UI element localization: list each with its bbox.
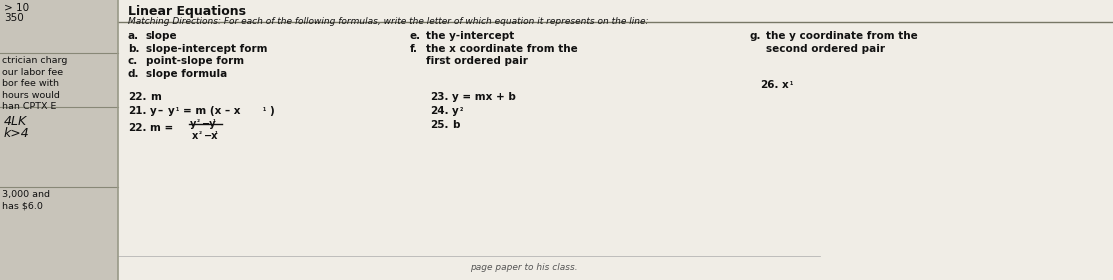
Text: y: y xyxy=(190,119,196,129)
Text: a.: a. xyxy=(128,31,139,41)
Text: y = mx + b: y = mx + b xyxy=(452,92,515,102)
Text: 4LK: 4LK xyxy=(4,115,27,128)
Text: slope: slope xyxy=(146,31,178,41)
Text: 26.: 26. xyxy=(760,80,778,90)
Text: 350: 350 xyxy=(4,13,23,23)
Text: ₁: ₁ xyxy=(213,117,216,123)
Text: our labor fee: our labor fee xyxy=(2,67,63,76)
Bar xyxy=(0,0,118,280)
Text: 22.: 22. xyxy=(128,123,147,133)
Text: slope formula: slope formula xyxy=(146,69,227,78)
Text: ₁: ₁ xyxy=(176,104,179,113)
Text: m =: m = xyxy=(150,123,174,133)
Text: ₂: ₂ xyxy=(197,117,200,123)
Text: the x coordinate from the: the x coordinate from the xyxy=(426,43,578,53)
Text: y: y xyxy=(452,106,459,116)
Text: 25.: 25. xyxy=(430,120,449,130)
Text: e.: e. xyxy=(410,31,421,41)
Text: 22.: 22. xyxy=(128,92,147,102)
Text: d.: d. xyxy=(128,69,139,78)
Text: x: x xyxy=(782,80,789,90)
Text: Linear Equations: Linear Equations xyxy=(128,5,246,18)
Text: m: m xyxy=(150,92,161,102)
Text: c.: c. xyxy=(128,56,138,66)
Text: f.: f. xyxy=(410,43,418,53)
Text: the y-intercept: the y-intercept xyxy=(426,31,514,41)
Text: −x: −x xyxy=(204,131,218,141)
Text: bor fee with: bor fee with xyxy=(2,79,59,88)
Text: ctrician charg: ctrician charg xyxy=(2,56,68,65)
Text: b: b xyxy=(452,120,460,130)
Text: x: x xyxy=(193,131,198,141)
Text: > 10: > 10 xyxy=(4,3,29,13)
Text: 3,000 and: 3,000 and xyxy=(2,190,50,199)
Text: y: y xyxy=(168,106,175,116)
Text: has $6.0: has $6.0 xyxy=(2,201,43,210)
Text: the y coordinate from the: the y coordinate from the xyxy=(766,31,918,41)
Text: hours would: hours would xyxy=(2,90,60,99)
Text: ₁: ₁ xyxy=(215,129,218,135)
Text: slope-intercept form: slope-intercept form xyxy=(146,43,267,53)
Text: k>4: k>4 xyxy=(4,127,30,140)
Text: 24.: 24. xyxy=(430,106,449,116)
Text: first ordered pair: first ordered pair xyxy=(426,56,528,66)
Text: Matching Directions: For each of the following formulas, write the letter of whi: Matching Directions: For each of the fol… xyxy=(128,17,649,26)
Text: 21.: 21. xyxy=(128,106,147,116)
Text: ₂: ₂ xyxy=(460,104,463,113)
Text: ₁: ₁ xyxy=(263,104,266,113)
Text: y: y xyxy=(150,106,157,116)
Text: ₂: ₂ xyxy=(199,129,203,135)
Text: point-slope form: point-slope form xyxy=(146,56,244,66)
Text: page paper to his class.: page paper to his class. xyxy=(470,263,578,272)
Text: han CPTX E: han CPTX E xyxy=(2,102,57,111)
Text: −y: −y xyxy=(201,119,217,129)
Text: ₁: ₁ xyxy=(790,78,794,87)
Text: = m (x – x: = m (x – x xyxy=(183,106,240,116)
Text: second ordered pair: second ordered pair xyxy=(766,43,885,53)
Text: b.: b. xyxy=(128,43,139,53)
Bar xyxy=(118,0,1113,280)
Text: 23.: 23. xyxy=(430,92,449,102)
Text: g.: g. xyxy=(750,31,761,41)
Text: ): ) xyxy=(269,106,274,116)
Text: –: – xyxy=(158,106,164,116)
